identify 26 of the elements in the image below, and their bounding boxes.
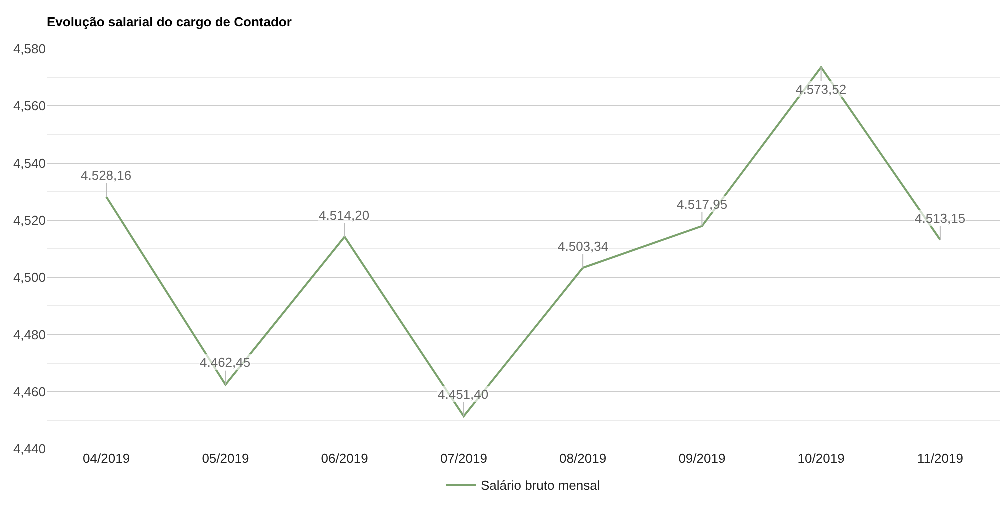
data-label: 4.462,45 [200, 355, 251, 370]
x-tick-label: 10/2019 [798, 451, 845, 466]
x-tick-label: 08/2019 [560, 451, 607, 466]
x-tick-label: 09/2019 [678, 451, 726, 466]
y-tick-label: 4,560 [13, 98, 46, 114]
data-label: 4.514,20 [319, 208, 370, 223]
chart-title: Evolução salarial do cargo de Contador [47, 14, 292, 30]
y-tick-label: 4,520 [13, 212, 46, 228]
legend-label: Salário bruto mensal [481, 478, 600, 494]
data-label: 4.528,16 [81, 168, 132, 183]
data-label: 4.573,52 [796, 82, 847, 97]
data-label: 4.451,40 [438, 387, 489, 402]
data-label: 4.517,95 [677, 197, 728, 212]
x-tick-label: 05/2019 [202, 451, 250, 466]
x-tick-label: 07/2019 [440, 451, 488, 466]
data-label: 4.513,15 [915, 211, 966, 226]
y-tick-label: 4,480 [13, 327, 46, 342]
data-label: 4.503,34 [558, 239, 609, 254]
y-tick-label: 4,580 [13, 42, 46, 57]
x-tick-label: 06/2019 [321, 451, 368, 466]
y-tick-label: 4,440 [13, 442, 46, 457]
y-tick-label: 4,540 [13, 156, 46, 171]
y-tick-label: 4,460 [13, 384, 46, 400]
y-tick-label: 4,500 [13, 270, 46, 286]
x-tick-label: 04/2019 [83, 451, 130, 466]
x-tick-label: 11/2019 [917, 451, 964, 466]
